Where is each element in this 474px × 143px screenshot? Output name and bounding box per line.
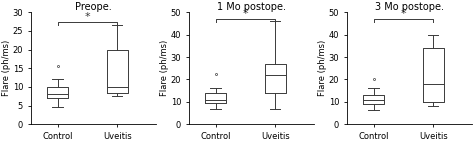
Y-axis label: Flare (ph/ms): Flare (ph/ms) [318,40,327,96]
Text: *: * [401,9,406,19]
Title: 3 Mo postope.: 3 Mo postope. [375,2,444,12]
Title: 1 Mo postope.: 1 Mo postope. [217,2,286,12]
Y-axis label: Flare (ph/ms): Flare (ph/ms) [2,40,11,96]
Text: *: * [84,11,90,21]
Title: Preope.: Preope. [75,2,112,12]
Text: *: * [243,9,248,19]
Y-axis label: Flare (ph/ms): Flare (ph/ms) [160,40,169,96]
